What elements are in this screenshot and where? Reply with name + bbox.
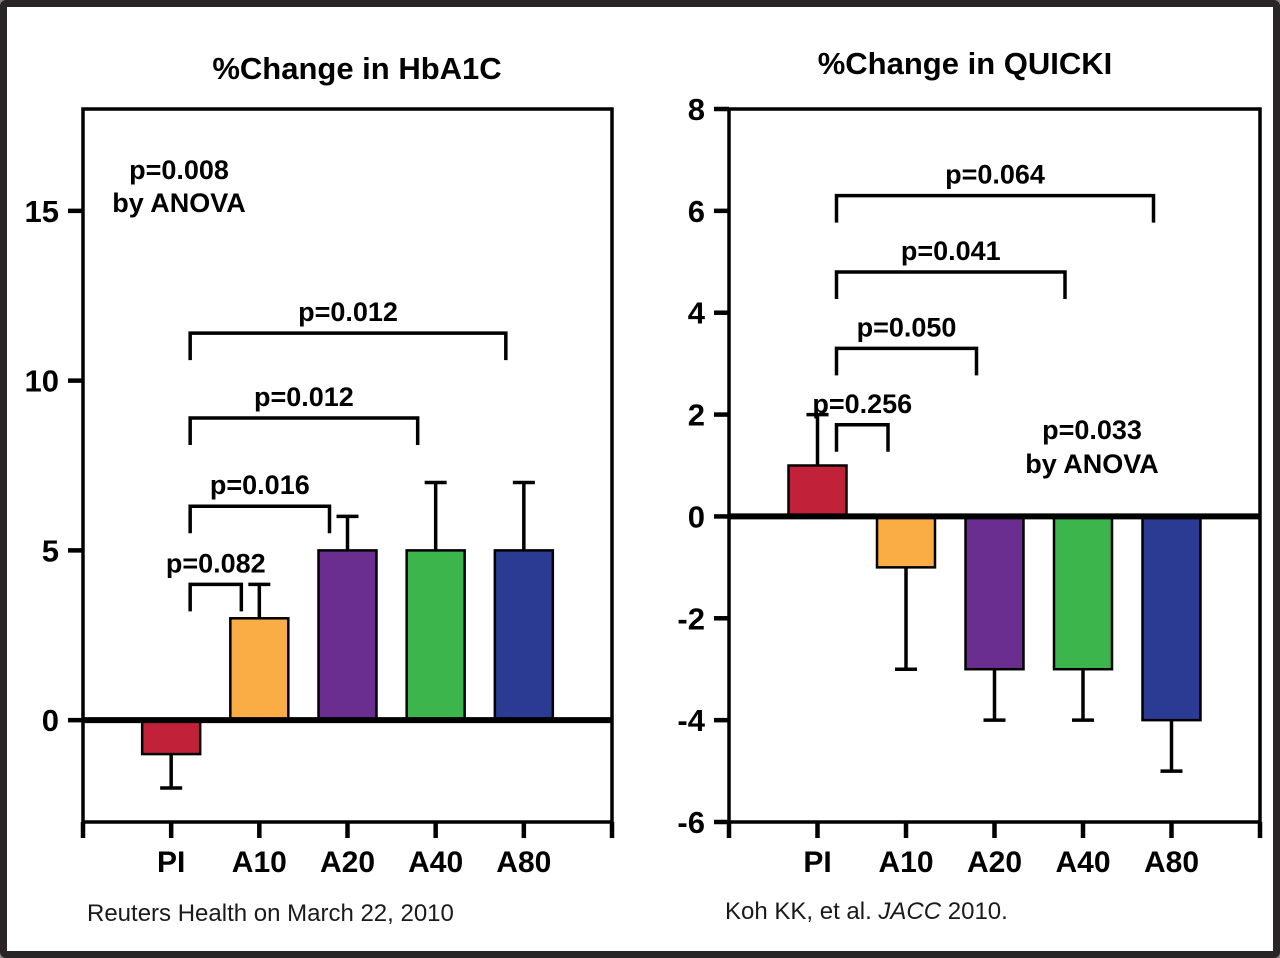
- significance-bracket: [834, 346, 979, 376]
- bar-A10: [875, 515, 937, 569]
- p-value-label: p=0.012: [298, 297, 398, 327]
- p-value-label: p=0.041: [901, 236, 1001, 266]
- y-axis-label: 5: [42, 533, 59, 568]
- x-axis-label: A10: [878, 846, 933, 879]
- p-value-label: p=0.064: [945, 160, 1045, 190]
- y-axis-label: 4: [688, 296, 706, 331]
- x-axis-label: A10: [232, 846, 287, 879]
- significance-bracket: [188, 416, 420, 445]
- y-axis-label: 8: [688, 92, 705, 127]
- y-axis-label: -2: [677, 601, 705, 636]
- bar-A80: [493, 549, 555, 722]
- chart-title: %Change in HbA1C: [212, 51, 501, 86]
- bar-A80: [1141, 515, 1202, 722]
- p-value-label: p=0.012: [254, 382, 354, 412]
- x-axis-label: PI: [803, 846, 831, 879]
- bar-A40: [405, 549, 466, 722]
- x-axis-label: A40: [408, 846, 463, 879]
- anova-p-value: p=0.008: [129, 155, 229, 185]
- y-axis-label: -4: [677, 703, 705, 738]
- source-note-left: Reuters Health on March 22, 2010: [87, 900, 454, 927]
- p-value-label: p=0.256: [812, 389, 912, 419]
- bar-A10: [229, 617, 290, 722]
- anova-label: by ANOVA: [112, 188, 246, 218]
- bar-A20: [964, 515, 1025, 671]
- y-axis-label: 0: [42, 703, 59, 738]
- p-value-label: p=0.016: [210, 470, 310, 500]
- y-axis-label: 0: [688, 499, 705, 534]
- bar-PI: [140, 718, 202, 756]
- bar-PI: [787, 464, 848, 518]
- x-axis-label: A20: [320, 846, 375, 879]
- source-text: Koh KK, et al.: [725, 898, 879, 925]
- y-axis-label: 10: [25, 364, 59, 399]
- journal-name: JACC: [878, 898, 942, 925]
- significance-bracket: [834, 270, 1067, 299]
- x-axis-label: A80: [1144, 846, 1199, 879]
- y-axis-label: -6: [677, 805, 705, 840]
- y-axis-label: 6: [688, 194, 705, 229]
- x-axis-label: A40: [1055, 846, 1110, 879]
- x-axis-label: PI: [157, 846, 185, 879]
- significance-bracket: [834, 423, 890, 452]
- x-axis-label: A20: [967, 846, 1022, 879]
- bar-A20: [317, 549, 378, 722]
- dual-bar-chart: %Change in HbA1C 0 5 10 15 PI A10 A20 A40 A80 p=0.…: [25, 46, 1263, 879]
- anova-p-value: p=0.033: [1042, 415, 1142, 445]
- significance-bracket: [834, 193, 1156, 223]
- y-axis-label: 2: [688, 398, 705, 433]
- significance-bracket: [188, 504, 332, 534]
- bar-A40: [1052, 515, 1114, 671]
- source-text: 2010.: [941, 898, 1008, 925]
- p-value-label: p=0.082: [166, 548, 266, 578]
- significance-bracket: [188, 582, 244, 612]
- significance-bracket: [188, 331, 508, 361]
- anova-label: by ANOVA: [1025, 449, 1159, 479]
- x-axis-label: A80: [496, 846, 551, 879]
- chart-title: %Change in QUICKI: [818, 46, 1113, 81]
- p-value-label: p=0.050: [857, 312, 957, 342]
- y-axis-label: 15: [25, 194, 59, 229]
- source-note-right: Koh KK, et al. JACC 2010.: [725, 898, 1008, 926]
